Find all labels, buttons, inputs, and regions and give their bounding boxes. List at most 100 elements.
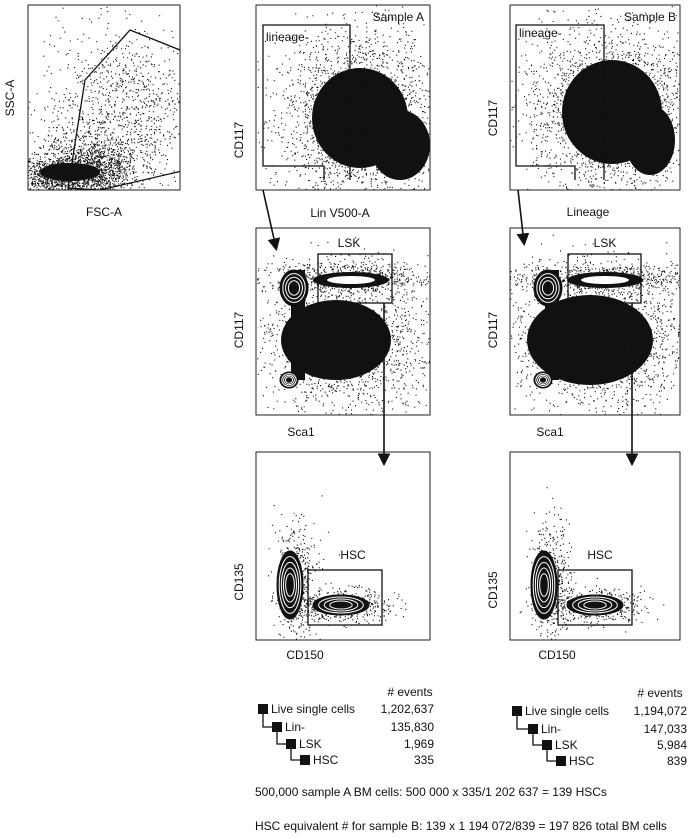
plot-frame: [255, 227, 431, 416]
contour: [285, 276, 303, 300]
gate: [307, 569, 383, 626]
node-square: [300, 755, 310, 765]
node-square: [528, 724, 538, 734]
plot-frame: [509, 451, 681, 641]
x-label: Lin V500-A: [310, 206, 369, 220]
plot-frame: [255, 451, 431, 641]
event-clouds: [28, 5, 680, 640]
contour: [536, 273, 560, 303]
contour: [285, 573, 295, 597]
event-table: # events Live single cells Lin- LSK HSC …: [512, 686, 687, 768]
row-count: 335: [414, 753, 434, 767]
contour: [279, 269, 309, 307]
gate-label: lineage-: [266, 30, 309, 44]
contour: [530, 550, 558, 620]
arrow: [262, 189, 281, 252]
contour: [323, 598, 359, 612]
table-header: # events: [637, 686, 682, 700]
contour: [318, 596, 364, 614]
row-label: Live single cells: [271, 702, 355, 716]
node-square: [512, 706, 522, 716]
contour: [281, 373, 297, 387]
dense-region: [370, 110, 430, 180]
contour: [534, 561, 554, 609]
gate-label: HSC: [340, 548, 366, 562]
x-label: Sca1: [536, 425, 564, 439]
node-square: [286, 739, 296, 749]
contour: [537, 567, 551, 603]
plot-frame: [509, 227, 681, 416]
row-label: HSC: [569, 754, 595, 768]
contour: [312, 594, 370, 616]
event-table: # events Live single cells Lin- LSK HSC …: [258, 685, 434, 767]
node-square: [556, 756, 566, 766]
contour: [572, 596, 618, 614]
row-count: 1,969: [404, 737, 434, 751]
node-square: [272, 722, 282, 732]
contour: [279, 371, 299, 389]
contour: [283, 374, 295, 386]
y-label: SSC-A: [3, 80, 17, 117]
contour: [581, 276, 629, 284]
gate-label: lineage-: [519, 26, 562, 40]
row-label: Live single cells: [525, 704, 609, 718]
gate-label: LSK: [338, 236, 361, 250]
gate: [557, 569, 633, 626]
row-label: LSK: [555, 738, 578, 752]
plot-frame: [255, 4, 431, 191]
gate-label: LSK: [594, 236, 617, 250]
gate: [317, 253, 393, 304]
node-square: [258, 704, 268, 714]
gate: [262, 24, 351, 180]
x-label: Sca1: [287, 425, 315, 439]
x-label: Lineage: [567, 205, 610, 219]
row-count: 135,830: [391, 720, 435, 734]
event-dots: [268, 495, 407, 640]
contour: [532, 556, 556, 614]
row-count: 1,202,637: [381, 702, 435, 716]
contour: [566, 594, 624, 616]
row-count: 1,194,072: [634, 704, 688, 718]
contour: [577, 598, 613, 612]
contour: [284, 376, 294, 384]
table-header: # events: [387, 685, 432, 699]
contour: [533, 371, 553, 389]
gate-label: HSC: [587, 548, 613, 562]
arrow: [516, 189, 530, 247]
row-count: 839: [667, 754, 687, 768]
row-label: HSC: [313, 753, 339, 767]
y-label: CD117: [232, 121, 246, 158]
contour: [583, 600, 607, 610]
gate: [567, 253, 642, 304]
plot-frame: [27, 4, 181, 191]
gate: [67, 29, 180, 190]
y-label: CD117: [232, 311, 246, 348]
row-count: 5,984: [657, 738, 687, 752]
note: HSC equivalent # for sample B: 139 x 1 1…: [255, 819, 667, 833]
sample-title: Sample B: [624, 10, 676, 24]
event-dots: [28, 6, 180, 190]
x-label: CD150: [286, 648, 324, 662]
row-label: LSK: [299, 737, 322, 751]
plot-frame: [509, 4, 681, 191]
contour: [282, 273, 306, 303]
contour: [537, 374, 549, 386]
contour: [538, 376, 548, 384]
row-label: Lin-: [541, 722, 561, 736]
contour: [280, 561, 300, 609]
event-dots: [257, 5, 430, 190]
node-square: [542, 740, 552, 750]
row-label: Lin-: [285, 720, 305, 734]
sample-title: Sample A: [373, 10, 424, 24]
contour: [327, 276, 375, 284]
contour: [287, 280, 301, 296]
contour: [329, 600, 353, 610]
row-count: 147,033: [644, 722, 688, 736]
y-label: CD117: [486, 99, 500, 136]
contour: [535, 373, 551, 387]
contour: [541, 280, 555, 296]
x-label: FSC-A: [86, 205, 122, 219]
contour: [539, 573, 549, 597]
contour: [539, 276, 557, 300]
